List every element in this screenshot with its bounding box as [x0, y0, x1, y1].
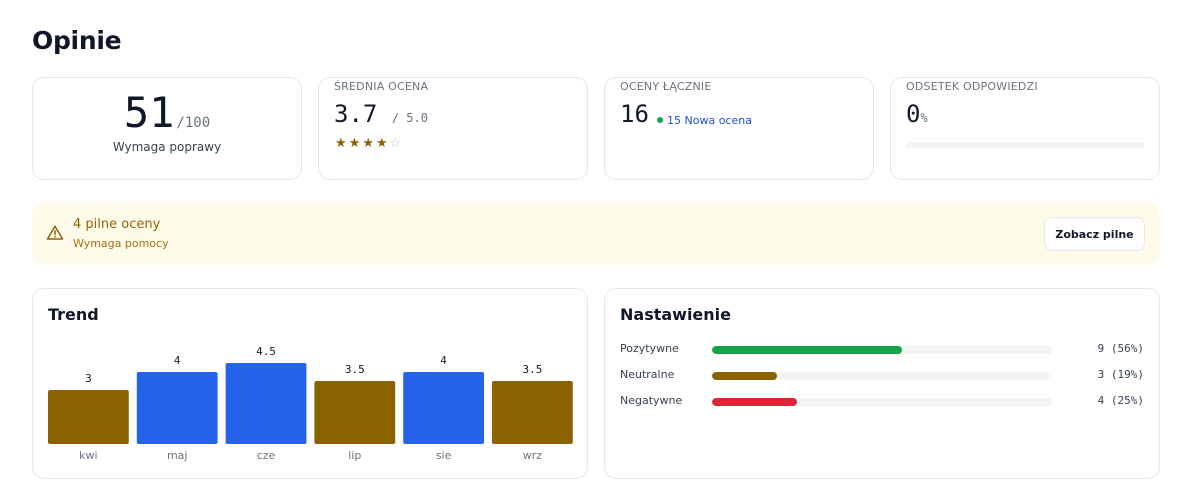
score-card: 51/100 Wymaga poprawy [32, 77, 302, 180]
trend-category-label: wrz [523, 449, 543, 462]
total-ratings-label: OCENY ŁĄCZNIE [620, 80, 712, 93]
trend-bar-value-label: 3 [85, 372, 92, 385]
star-filled-icon: ★ [362, 136, 376, 151]
response-rate-value-row: 0% [906, 100, 928, 128]
response-rate-value: 0 [906, 100, 921, 128]
sentiment-row-negative: Negatywne 4 (25%) [620, 393, 1144, 409]
sentiment-bar-fill [712, 372, 777, 380]
sentiment-label: Negatywne [620, 394, 683, 407]
trend-bar-chart: 3 kwi 4 maj 4.5 cze 3.5 lip 4 sie 3.5 wrz [48, 345, 573, 462]
sentiment-bar [712, 398, 1052, 406]
warning-triangle-icon [46, 225, 64, 240]
total-ratings-card: OCENY ŁĄCZNIE 16 15 Nowa ocena [604, 77, 874, 180]
score-suffix: /100 [176, 115, 211, 131]
sentiment-bar-fill [712, 346, 903, 354]
score-value: 51 [123, 88, 175, 137]
trend-bar-value-label: 3.5 [345, 363, 365, 376]
urgent-alert-banner: 4 pilne oceny Wymaga pomocy Zobacz pilne [32, 203, 1160, 265]
star-filled-icon: ★ [375, 136, 390, 151]
view-urgent-button[interactable]: Zobacz pilne [1044, 217, 1145, 251]
sentiment-value: 3 (19%) [1097, 368, 1144, 381]
sentiment-value: 9 (56%) [1097, 342, 1144, 355]
sentiment-label: Pozytywne [620, 342, 679, 355]
trend-bar [403, 372, 484, 444]
sentiment-panel: Nastawienie Pozytywne 9 (56%) Neutralne … [604, 288, 1160, 479]
sentiment-title: Nastawienie [620, 305, 731, 324]
average-rating-suffix: / 5.0 [391, 111, 428, 125]
trend-category-label: sie [436, 449, 452, 462]
star-filled-icon: ★ [348, 136, 363, 151]
star-filled-icon: ★ [335, 136, 349, 151]
trend-bar-value-label: 3.5 [522, 363, 542, 376]
sentiment-bar [712, 346, 1052, 354]
sentiment-bar [712, 372, 1052, 380]
average-rating-card: ŚREDNIA OCENA 3.7 / 5.0 ★★★★☆ [318, 77, 588, 180]
alert-title: 4 pilne oceny [73, 217, 161, 232]
sentiment-value: 4 (25%) [1097, 394, 1144, 407]
trend-bar-value-label: 4 [174, 354, 181, 367]
average-rating-value-row: 3.7 / 5.0 [334, 100, 428, 128]
trend-bar-value-label: 4 [440, 354, 447, 367]
sentiment-row-positive: Pozytywne 9 (56%) [620, 341, 1144, 357]
trend-bar [314, 381, 396, 444]
alert-subtitle: Wymaga pomocy [73, 237, 169, 250]
new-ratings-count: 15 [667, 114, 681, 127]
trend-panel: Trend 3 kwi 4 maj 4.5 cze 3.5 lip 4 sie 3.5 wrz [32, 288, 588, 479]
trend-bar [492, 381, 573, 444]
average-rating-value: 3.7 [334, 100, 378, 128]
sentiment-label: Neutralne [620, 368, 675, 381]
trend-category-label: lip [348, 449, 361, 462]
star-empty-icon: ☆ [389, 136, 404, 151]
response-rate-suffix: % [920, 111, 928, 125]
sentiment-bar-fill [712, 398, 797, 406]
trend-bar [136, 372, 218, 444]
sentiment-row-neutral: Neutralne 3 (19%) [620, 367, 1144, 383]
response-rate-label: ODSETEK ODPOWIEDZI [906, 80, 1038, 93]
new-ratings-label: Nowa ocena [684, 114, 752, 127]
score-label: Wymaga poprawy [112, 140, 222, 154]
trend-bar-value-label: 4.5 [256, 345, 276, 358]
trend-bar [225, 363, 307, 444]
trend-category-label: maj [167, 449, 188, 462]
response-rate-card: ODSETEK ODPOWIEDZI 0% [890, 77, 1160, 180]
trend-category-label: cze [257, 449, 276, 462]
average-rating-label: ŚREDNIA OCENA [334, 80, 429, 93]
star-rating: ★★★★☆ [335, 136, 403, 151]
total-ratings-value: 16 [620, 100, 649, 128]
page-title: Opinie [32, 26, 122, 55]
response-rate-bar [906, 142, 1144, 148]
trend-category-label: kwi [79, 449, 97, 462]
green-dot-icon [657, 117, 663, 123]
trend-bar [48, 390, 129, 444]
trend-title: Trend [48, 305, 99, 324]
new-ratings-badge: 15 Nowa ocena [657, 114, 752, 127]
